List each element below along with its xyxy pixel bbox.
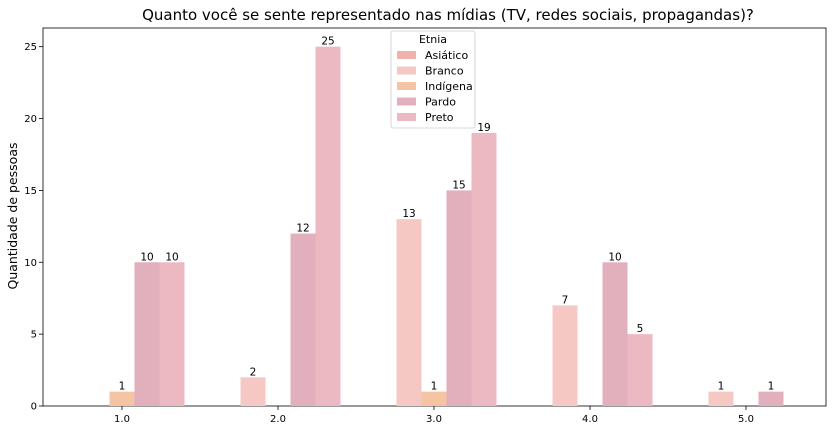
bar-pardo-3.0 xyxy=(446,190,472,406)
data-label: 1 xyxy=(119,381,126,393)
data-label: 5 xyxy=(637,323,644,335)
bar-preto-3.0 xyxy=(471,132,497,406)
legend: Etnia Asiático Branco Indígena Pardo Preto xyxy=(390,30,476,129)
data-label: 7 xyxy=(562,294,569,306)
legend-label: Indígena xyxy=(425,80,473,93)
bar-pardo-1.0 xyxy=(134,262,160,406)
data-label: 10 xyxy=(608,251,621,263)
bars-group xyxy=(109,46,784,406)
x-tick-label: 3.0 xyxy=(426,414,442,425)
y-tick-label: 5 xyxy=(31,330,37,341)
data-label: 10 xyxy=(165,251,178,263)
x-tick-label: 2.0 xyxy=(270,414,286,425)
bar-preto-2.0 xyxy=(315,46,341,406)
bar-branco-3.0 xyxy=(396,219,422,406)
y-tick-label: 0 xyxy=(31,402,37,413)
bar-branco-5.0 xyxy=(708,391,734,406)
data-label: 19 xyxy=(477,122,490,134)
y-tick-label: 25 xyxy=(24,42,37,53)
data-label: 1 xyxy=(718,381,725,393)
data-labels-group: 2 13 7 1 1 1 10 12 15 10 1 10 25 19 5 xyxy=(119,36,775,393)
legend-title: Etnia xyxy=(419,33,447,46)
chart-title: Quanto você se sente representado nas mí… xyxy=(142,6,754,24)
bar-indígena-3.0 xyxy=(421,391,447,406)
data-label: 12 xyxy=(296,223,309,235)
data-label: 15 xyxy=(452,179,465,191)
bar-branco-4.0 xyxy=(552,305,578,406)
bar-pardo-2.0 xyxy=(290,233,316,406)
legend-items: Asiático Branco Indígena Pardo Preto xyxy=(397,49,473,124)
legend-swatch xyxy=(397,66,416,75)
legend-swatch xyxy=(397,113,416,121)
bar-pardo-4.0 xyxy=(602,262,628,406)
legend-label: Preto xyxy=(425,111,454,124)
legend-label: Pardo xyxy=(425,96,456,109)
x-tick-label: 1.0 xyxy=(114,414,130,425)
x-tick-label: 4.0 xyxy=(582,414,598,425)
bar-indígena-1.0 xyxy=(109,391,135,406)
data-label: 1 xyxy=(768,381,775,393)
x-tick-label: 5.0 xyxy=(738,414,754,425)
bar-branco-2.0 xyxy=(240,377,266,406)
y-tick-label: 15 xyxy=(24,186,37,197)
data-label: 13 xyxy=(402,208,415,220)
y-axis-label: Quantidade de pessoas xyxy=(5,143,20,290)
y-ticks-group: 0 5 10 15 20 25 xyxy=(24,42,43,413)
bar-preto-1.0 xyxy=(159,262,185,406)
data-label: 2 xyxy=(250,366,257,378)
data-label: 10 xyxy=(140,251,153,263)
y-tick-label: 10 xyxy=(24,258,37,269)
data-label: 1 xyxy=(431,381,438,393)
legend-label: Asiático xyxy=(425,49,468,62)
legend-swatch xyxy=(397,82,416,90)
legend-swatch xyxy=(397,51,416,59)
legend-swatch xyxy=(397,97,416,106)
data-label: 25 xyxy=(321,36,334,48)
bar-preto-4.0 xyxy=(627,334,653,406)
bar-pardo-5.0 xyxy=(758,391,784,406)
x-ticks-group: 1.0 2.0 3.0 4.0 5.0 xyxy=(114,406,754,425)
legend-label: Branco xyxy=(425,65,464,78)
y-tick-label: 20 xyxy=(24,114,37,125)
